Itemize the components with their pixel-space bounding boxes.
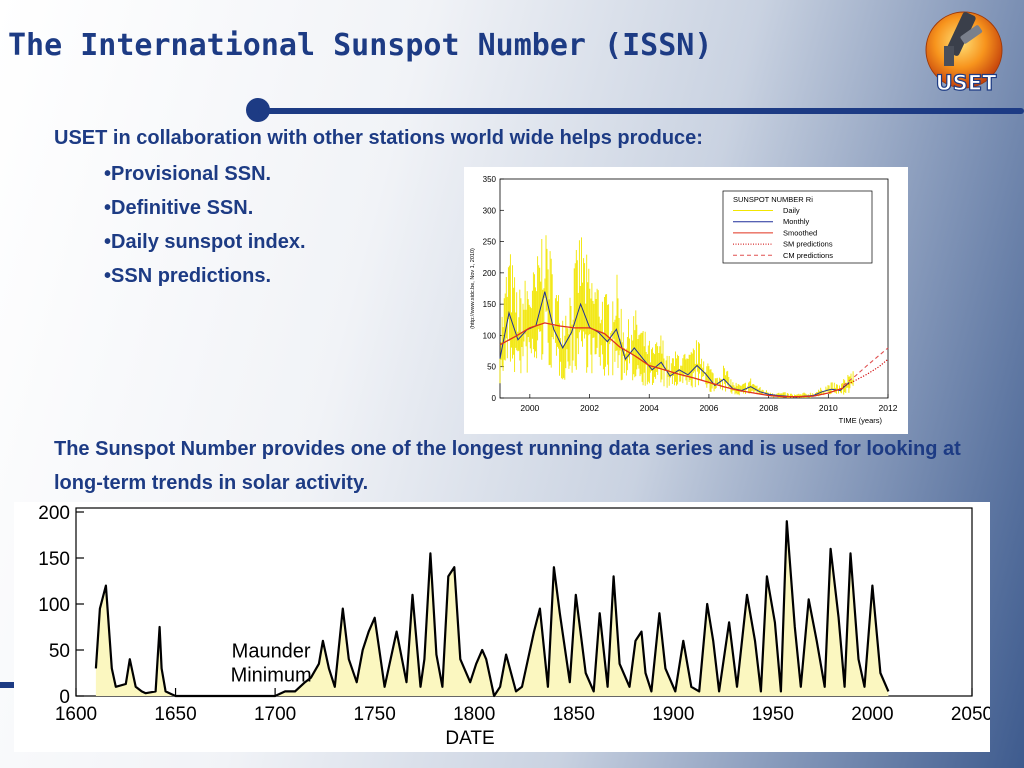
y-tick-label: 250 bbox=[483, 238, 497, 247]
y-tick-label: 100 bbox=[483, 331, 497, 340]
plot-frame bbox=[499, 178, 889, 399]
intro-text: USET in collaboration with other station… bbox=[54, 127, 703, 149]
sunspot-line bbox=[94, 520, 890, 698]
x-axis-label: DATE bbox=[445, 728, 494, 749]
smoothed-series bbox=[499, 322, 844, 398]
y-tick-label: 50 bbox=[49, 641, 70, 662]
uset-logo: USET bbox=[916, 6, 1016, 102]
maunder-minimum-label: Minimum bbox=[231, 664, 312, 686]
x-tick-label: 2012 bbox=[879, 403, 898, 413]
x-tick-label: 2010 bbox=[819, 403, 838, 413]
y-tick-label: 0 bbox=[59, 687, 70, 708]
y-tick-label: 150 bbox=[483, 300, 497, 309]
legend-title: SUNSPOT NUMBER Ri bbox=[733, 195, 813, 204]
sun-telescope-icon: USET bbox=[925, 11, 1003, 96]
legend-label: Daily bbox=[783, 206, 800, 215]
legend-label: SM predictions bbox=[783, 240, 833, 249]
y-tick-label: 200 bbox=[483, 269, 497, 278]
bullet-item: Daily sunspot index. bbox=[104, 228, 305, 262]
x-tick-label: 1600 bbox=[55, 704, 97, 725]
legend-label: Smoothed bbox=[783, 228, 817, 237]
y-tick-label: 200 bbox=[38, 503, 70, 524]
x-tick-label: 1900 bbox=[652, 704, 694, 725]
x-tick-label: 1700 bbox=[254, 704, 296, 725]
legend-label: Monthly bbox=[783, 217, 810, 226]
y-axis-label: (http://www.sidc.be, Nov 1, 2010) bbox=[470, 248, 476, 329]
logo-text: USET bbox=[936, 71, 998, 95]
x-tick-label: 1850 bbox=[553, 704, 595, 725]
x-tick-label: 2008 bbox=[759, 403, 778, 413]
x-tick-label: 2050 bbox=[951, 704, 990, 725]
bullet-item: Provisional SSN. bbox=[104, 160, 306, 194]
x-tick-label: 1800 bbox=[453, 704, 495, 725]
bullet-item: Definitive SSN. bbox=[104, 194, 306, 228]
y-tick-label: 0 bbox=[492, 394, 497, 403]
bullet-list: Provisional SSN. Definitive SSN. Daily s… bbox=[104, 160, 306, 296]
y-tick-label: 150 bbox=[38, 549, 70, 570]
bullet-item: SSN predictions. bbox=[104, 262, 306, 296]
x-tick-label: 2002 bbox=[580, 403, 599, 413]
x-tick-label: 1750 bbox=[354, 704, 396, 725]
recent-sunspot-chart-svg: 0 50 100 150 200 250 300 350 2000 2002 2004 2006 200… bbox=[470, 175, 898, 425]
cm-predictions-series bbox=[842, 347, 889, 386]
slide-title: The International Sunspot Number (ISSN) bbox=[8, 28, 713, 63]
description-text: The Sunspot Number provides one of the l… bbox=[54, 438, 961, 494]
y-tick-label: 350 bbox=[483, 175, 497, 184]
legend-label: CM predictions bbox=[783, 251, 833, 260]
decorative-line bbox=[258, 108, 1024, 114]
historical-sunspot-chart: 0 50 100 150 200 1600 1650 1700 1750 1800 1850 1900… bbox=[14, 502, 993, 752]
y-tick-label: 100 bbox=[38, 595, 70, 616]
y-tick-label: 50 bbox=[487, 363, 496, 372]
legend-box bbox=[722, 190, 873, 264]
historical-sunspot-chart-svg: 0 50 100 150 200 1600 1650 1700 1750 1800 1850 1900… bbox=[38, 503, 993, 749]
x-tick-label: 1950 bbox=[752, 704, 794, 725]
y-tick-label: 300 bbox=[483, 206, 497, 215]
x-tick-label: 2000 bbox=[851, 704, 893, 725]
maunder-minimum-label: Maunder bbox=[232, 640, 311, 662]
x-tick-label: 2006 bbox=[699, 403, 718, 413]
x-axis-label: TIME (years) bbox=[839, 416, 883, 425]
decorative-side-line bbox=[0, 682, 16, 688]
x-tick-label: 2000 bbox=[520, 403, 539, 413]
sunspot-area bbox=[95, 521, 889, 696]
x-tick-label: 2004 bbox=[640, 403, 659, 413]
recent-sunspot-chart: 0 50 100 150 200 250 300 350 2000 2002 2004 2006 200… bbox=[464, 167, 908, 434]
x-tick-label: 1650 bbox=[154, 704, 196, 725]
sm-predictions-series bbox=[842, 358, 889, 388]
